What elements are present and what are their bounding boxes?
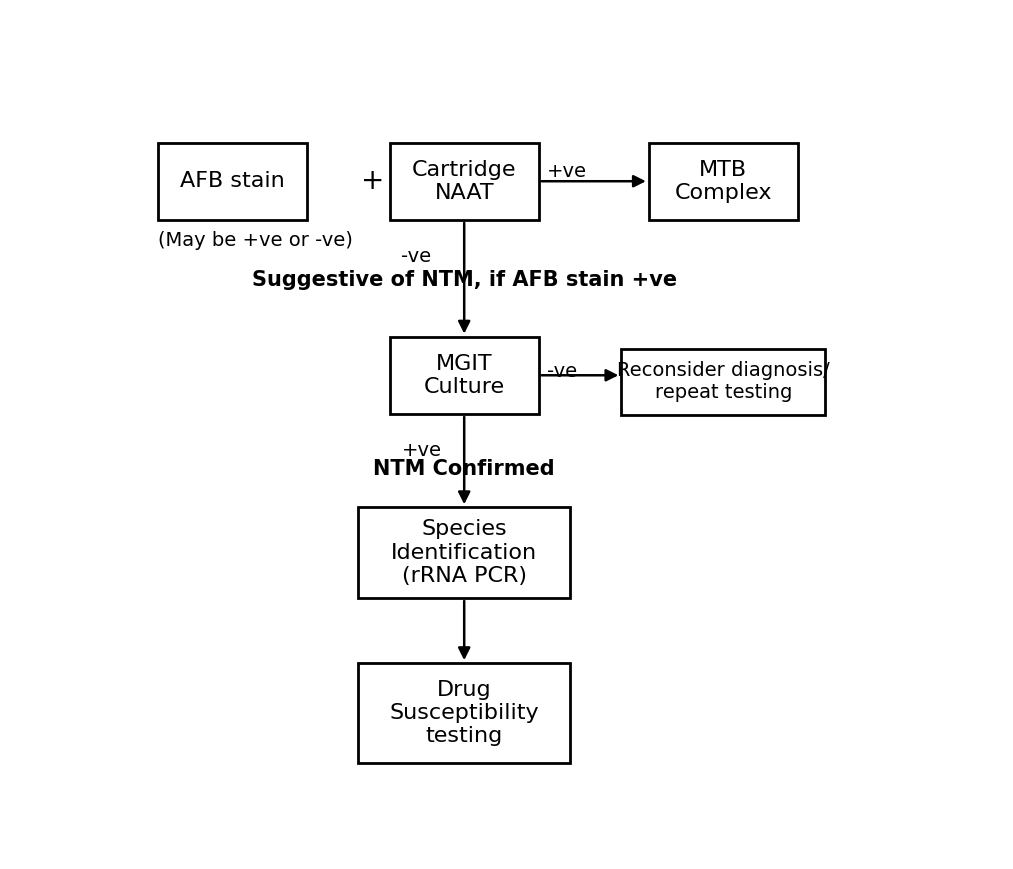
Text: Cartridge
NAAT: Cartridge NAAT (412, 160, 517, 202)
Text: +: + (361, 167, 384, 196)
Text: MTB
Complex: MTB Complex (675, 160, 772, 202)
FancyBboxPatch shape (390, 337, 539, 414)
Text: +ve: +ve (547, 162, 587, 181)
FancyBboxPatch shape (359, 663, 570, 763)
Text: NTM Confirmed: NTM Confirmed (374, 459, 555, 479)
Text: +ve: +ve (401, 441, 442, 460)
FancyBboxPatch shape (359, 507, 570, 598)
Text: Reconsider diagnosis/
repeat testing: Reconsider diagnosis/ repeat testing (617, 362, 830, 402)
FancyBboxPatch shape (621, 348, 826, 415)
Text: -ve: -ve (401, 247, 432, 266)
Text: AFB stain: AFB stain (180, 171, 285, 191)
FancyBboxPatch shape (648, 143, 798, 220)
Text: -ve: -ve (547, 362, 576, 381)
Text: Species
Identification
(rRNA PCR): Species Identification (rRNA PCR) (391, 520, 537, 586)
Text: Drug
Susceptibility
testing: Drug Susceptibility testing (389, 680, 539, 746)
Text: (May be +ve or -ve): (May be +ve or -ve) (158, 231, 353, 250)
Text: Suggestive of NTM, if AFB stain +ve: Suggestive of NTM, if AFB stain +ve (251, 269, 677, 289)
FancyBboxPatch shape (158, 143, 307, 220)
Text: MGIT
Culture: MGIT Culture (423, 354, 504, 397)
FancyBboxPatch shape (390, 143, 539, 220)
